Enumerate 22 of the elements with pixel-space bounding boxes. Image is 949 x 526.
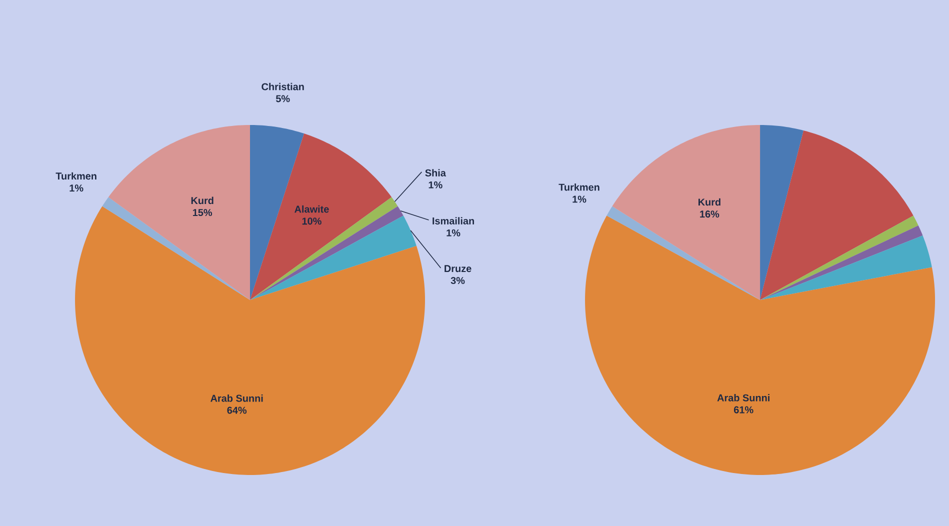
data-label: 15%	[193, 209, 212, 216]
slice-label: Kurd	[698, 198, 720, 206]
slice-label: Turkmen	[56, 172, 96, 180]
data-label: 5%	[276, 95, 290, 102]
data-label: 1%	[70, 184, 84, 192]
slice-label: Ismailian	[432, 217, 474, 224]
data-label: 3%	[450, 276, 465, 284]
slice-label: Druze	[444, 265, 472, 272]
slice-label: Arab Sunni	[717, 394, 770, 402]
slice-label: Kurd	[191, 196, 214, 204]
slice-label: Shia	[425, 169, 446, 176]
slice-label: Christian	[262, 82, 304, 90]
data-label: 10%	[302, 218, 322, 225]
data-label: 16%	[700, 210, 720, 218]
data-label: 1%	[446, 229, 460, 236]
data-label: 61%	[734, 406, 754, 414]
slice-label: Arab Sunni	[210, 394, 263, 402]
slice-label: Alawite	[294, 205, 329, 213]
data-label: 1%	[572, 196, 586, 203]
data-label: 1%	[428, 181, 442, 188]
slice-label: Turkmen	[558, 183, 600, 191]
data-label: 64%	[227, 406, 247, 414]
